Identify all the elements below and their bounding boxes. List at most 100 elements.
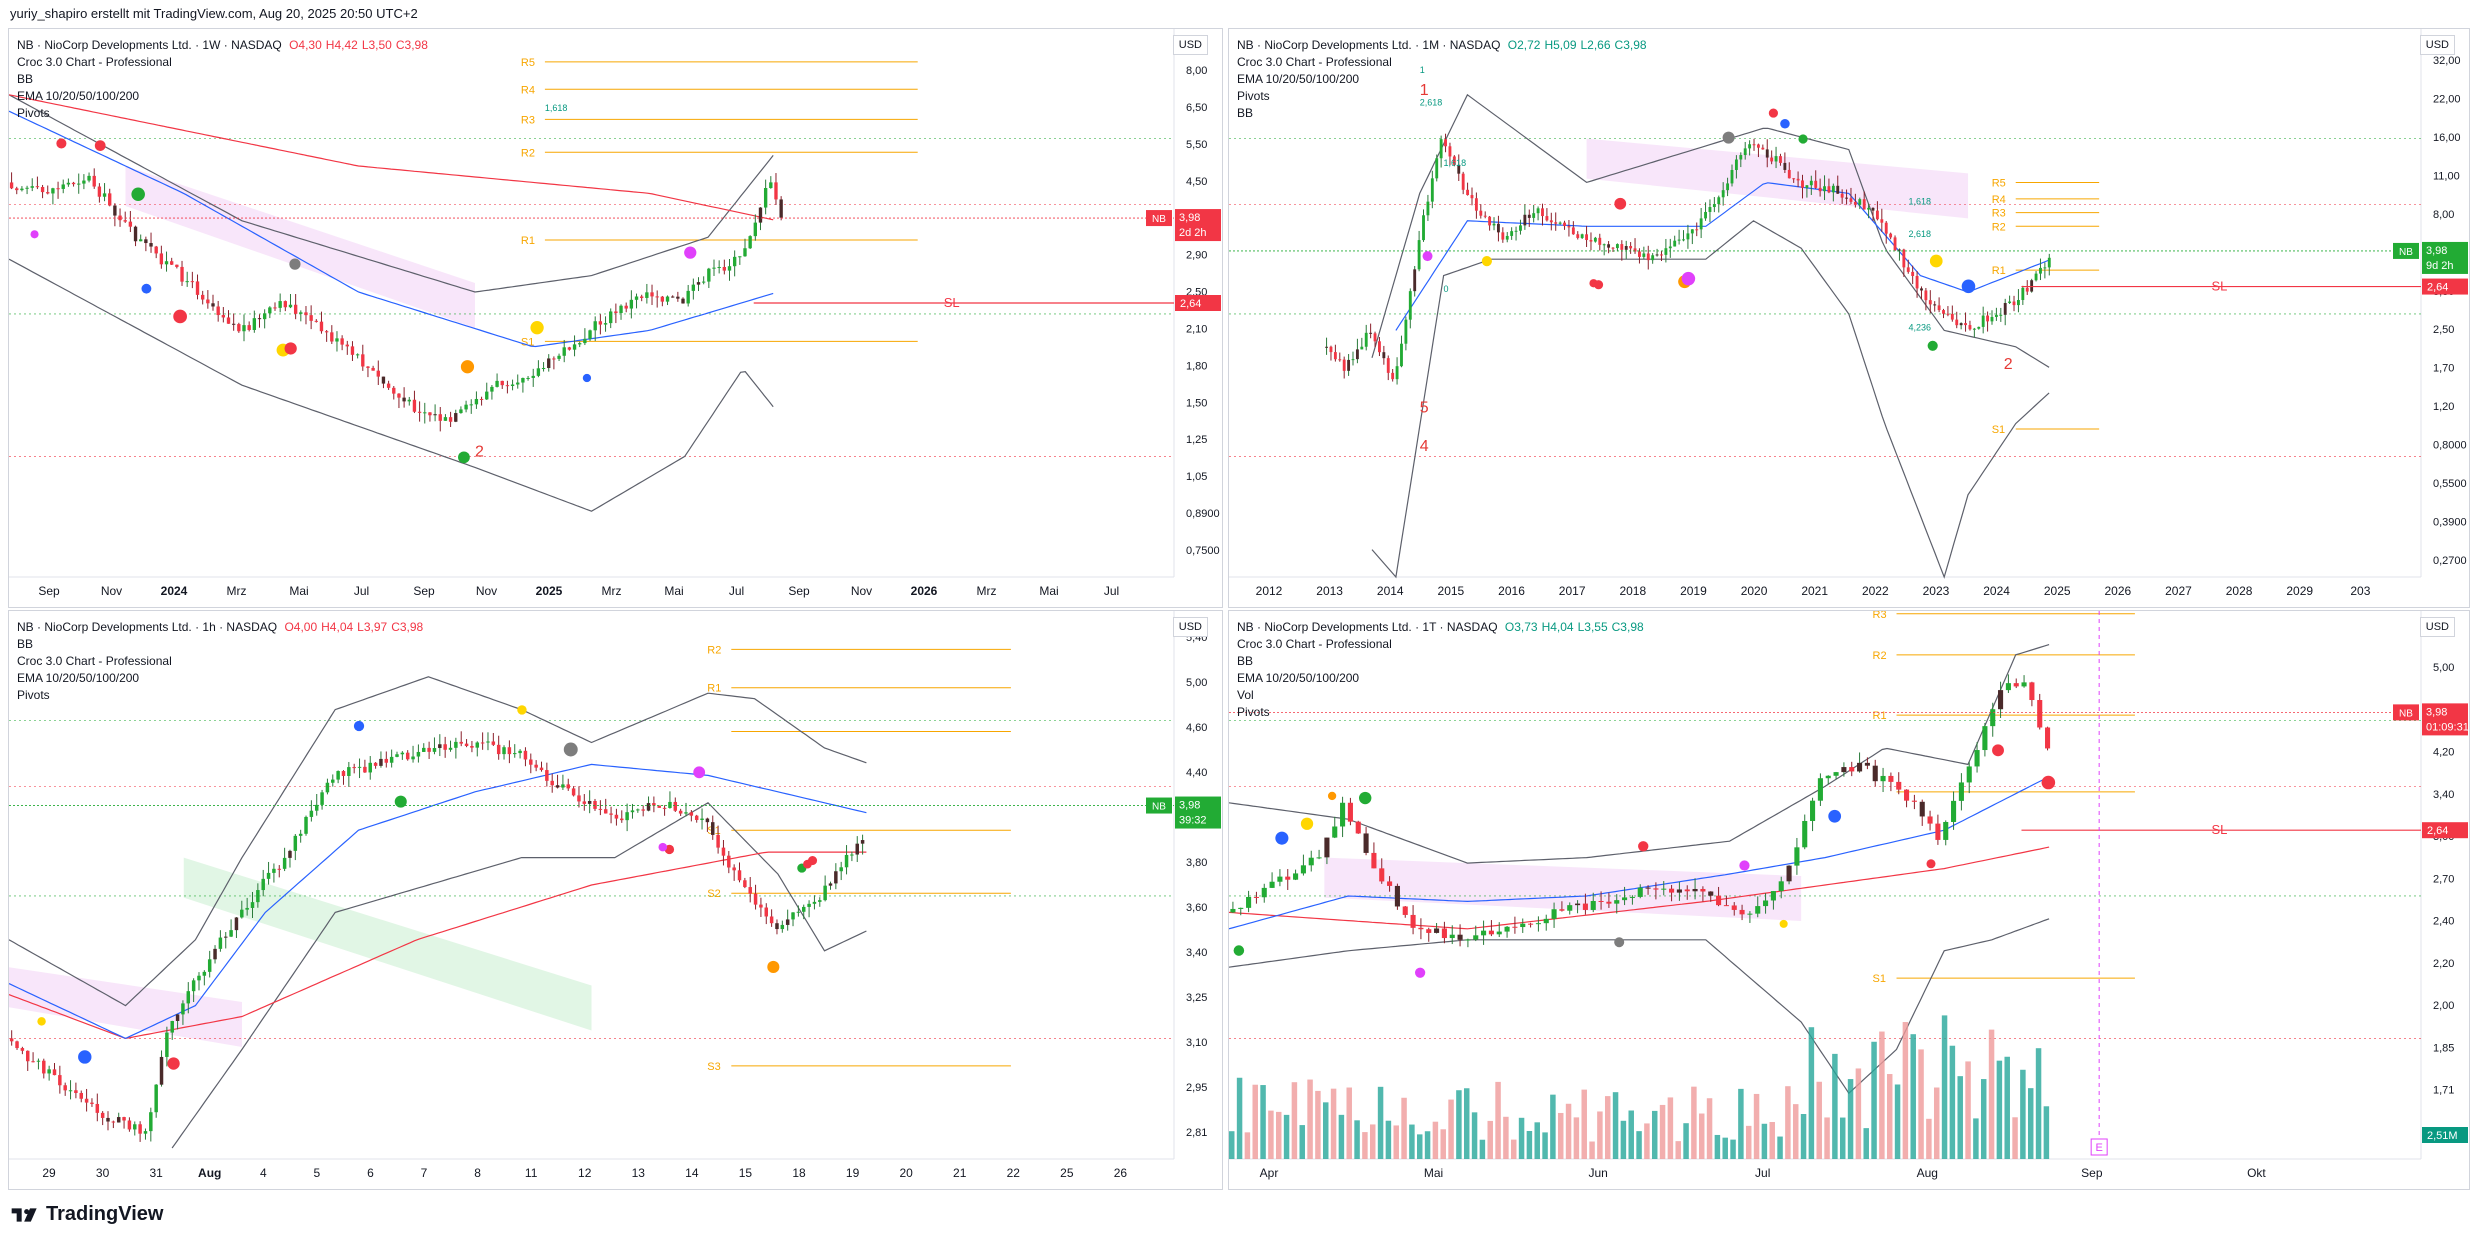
time-axis-label: 8 [474,1166,481,1180]
chart-panel-hourly[interactable]: NB · NioCorp Developments Ltd. · 1h · NA… [8,610,1223,1190]
candle-body [1739,909,1745,915]
signal-marker [530,321,544,335]
indicator-legend-item[interactable]: Vol [1237,688,1254,702]
symbol-title[interactable]: NB · NioCorp Developments Ltd. · 1h · NA… [17,620,278,634]
candle-body [1261,887,1267,898]
candle-body [505,385,510,387]
indicator-legend-item[interactable]: EMA 10/20/50/100/200 [1237,671,1360,685]
candle-body [1684,889,1690,892]
currency-button[interactable]: USD [1172,35,1208,55]
candle-body [257,318,262,320]
volume-bar [1722,1137,1728,1159]
candle-body [823,885,827,901]
candle-body [15,1041,19,1049]
ohlc-open: O4,00 [284,620,318,634]
indicator-legend-item[interactable]: EMA 10/20/50/100/200 [17,671,140,685]
candle-body [547,358,551,368]
candle-body [1620,244,1624,250]
candle-body [1246,896,1252,908]
currency-button[interactable]: USD [1172,617,1208,637]
sl-price-tag-bg [2422,278,2468,295]
candle-body [165,1032,169,1057]
candle-body [1915,275,1919,289]
tradingview-logo[interactable]: TradingView [10,1203,163,1226]
volume-bar [1260,1085,1266,1159]
candle-body [1651,255,1655,261]
price-axis-label: 2,40 [2433,916,2454,928]
candle-body [479,398,484,400]
indicator-legend-item[interactable]: Croc 3.0 Chart - Professional [1237,55,1392,69]
symbol-title[interactable]: NB · NioCorp Developments Ltd. · 1W · NA… [17,38,282,52]
chart-canvas[interactable]: R5R4R3R2R1S12SL8,006,505,504,503,502,902… [9,29,1222,607]
candle-body [1430,178,1434,202]
volume-bar [2035,1048,2042,1159]
candle-body [1699,218,1703,230]
candle-body [1332,826,1338,838]
volume-bar [1644,1123,1650,1159]
indicator-legend-item[interactable]: EMA 10/20/50/100/200 [1237,72,1360,86]
symbol-title[interactable]: NB · NioCorp Developments Ltd. · 1M · NA… [1237,38,1501,52]
volume-bar [1894,1084,1901,1159]
candle-body [1379,868,1385,882]
indicator-legend-item[interactable]: Pivots [17,106,50,120]
symbol-tag-bg [1146,210,1172,227]
currency-button[interactable]: USD [2419,617,2455,637]
indicator-legend-item[interactable]: Pivots [17,688,50,702]
indicator-legend-item[interactable]: BB [1237,654,1254,668]
candle-body [82,180,86,184]
candle-body [1338,359,1342,361]
ohlc-close: C3,98 [395,38,428,52]
candle-body [407,399,411,402]
earnings-marker-bg [2090,1138,2108,1156]
candle-body [1585,234,1588,241]
candle-body [624,305,628,309]
indicator-legend-item[interactable]: EMA 10/20/50/100/200 [17,89,140,103]
candle-body [9,1038,14,1042]
candle-body [1889,233,1893,238]
candle-body [531,375,535,378]
currency-button[interactable]: USD [2419,35,2455,55]
time-axis-label: 2028 [2226,584,2253,598]
time-axis-label: 21 [953,1166,967,1180]
price-axis-label: 0,3900 [2433,517,2467,529]
volume-bar [1495,1081,1501,1159]
indicator-legend-item[interactable]: BB [17,637,34,651]
candle-body [1514,230,1518,232]
candle-body [1682,239,1685,241]
candle-body [1333,352,1337,360]
signal-marker [131,187,145,202]
chart-panel-monthly[interactable]: NB · NioCorp Developments Ltd. · 1M · NA… [1228,28,2470,608]
candle-body [1655,254,1659,256]
candle-body [1858,199,1862,205]
indicator-legend-item[interactable]: BB [17,72,34,86]
candle-body [1363,833,1369,853]
candle-body [133,226,138,242]
candle-body [1999,314,2003,316]
candle-body [40,187,45,193]
chart-canvas[interactable]: R3R2R1S1SL5,004,604,203,403,002,702,402,… [1229,611,2469,1189]
candle-body [127,1120,132,1130]
time-axis-label: Sep [788,584,810,598]
time-axis-label: Mrz [227,584,247,598]
candle-body [578,343,582,345]
symbol-title[interactable]: NB · NioCorp Developments Ltd. · 1T · NA… [1237,620,1498,634]
candle-body [1465,939,1471,941]
volume-bar [1315,1090,1321,1159]
indicator-legend-item[interactable]: Pivots [1237,705,1270,719]
volume-bar [1401,1097,1407,1159]
indicator-legend-item[interactable]: BB [1237,106,1254,120]
bollinger-lower [9,258,774,512]
candle-body [1755,906,1761,914]
candle-body [722,266,727,271]
chart-panel-weekly[interactable]: NB · NioCorp Developments Ltd. · 1W · NA… [8,28,1223,608]
candle-body [796,911,801,913]
indicator-legend-item[interactable]: Croc 3.0 Chart - Professional [17,654,172,668]
chart-canvas[interactable]: R2R1S1S2S35,405,004,604,404,203,803,603,… [9,611,1222,1189]
signal-marker [1614,937,1625,948]
indicator-legend-item[interactable]: Croc 3.0 Chart - Professional [17,55,172,69]
indicator-legend-item[interactable]: Croc 3.0 Chart - Professional [1237,637,1392,651]
chart-panel-daily[interactable]: NB · NioCorp Developments Ltd. · 1T · NA… [1228,610,2470,1190]
candle-body [293,835,298,851]
indicator-legend-item[interactable]: Pivots [1237,89,1270,103]
